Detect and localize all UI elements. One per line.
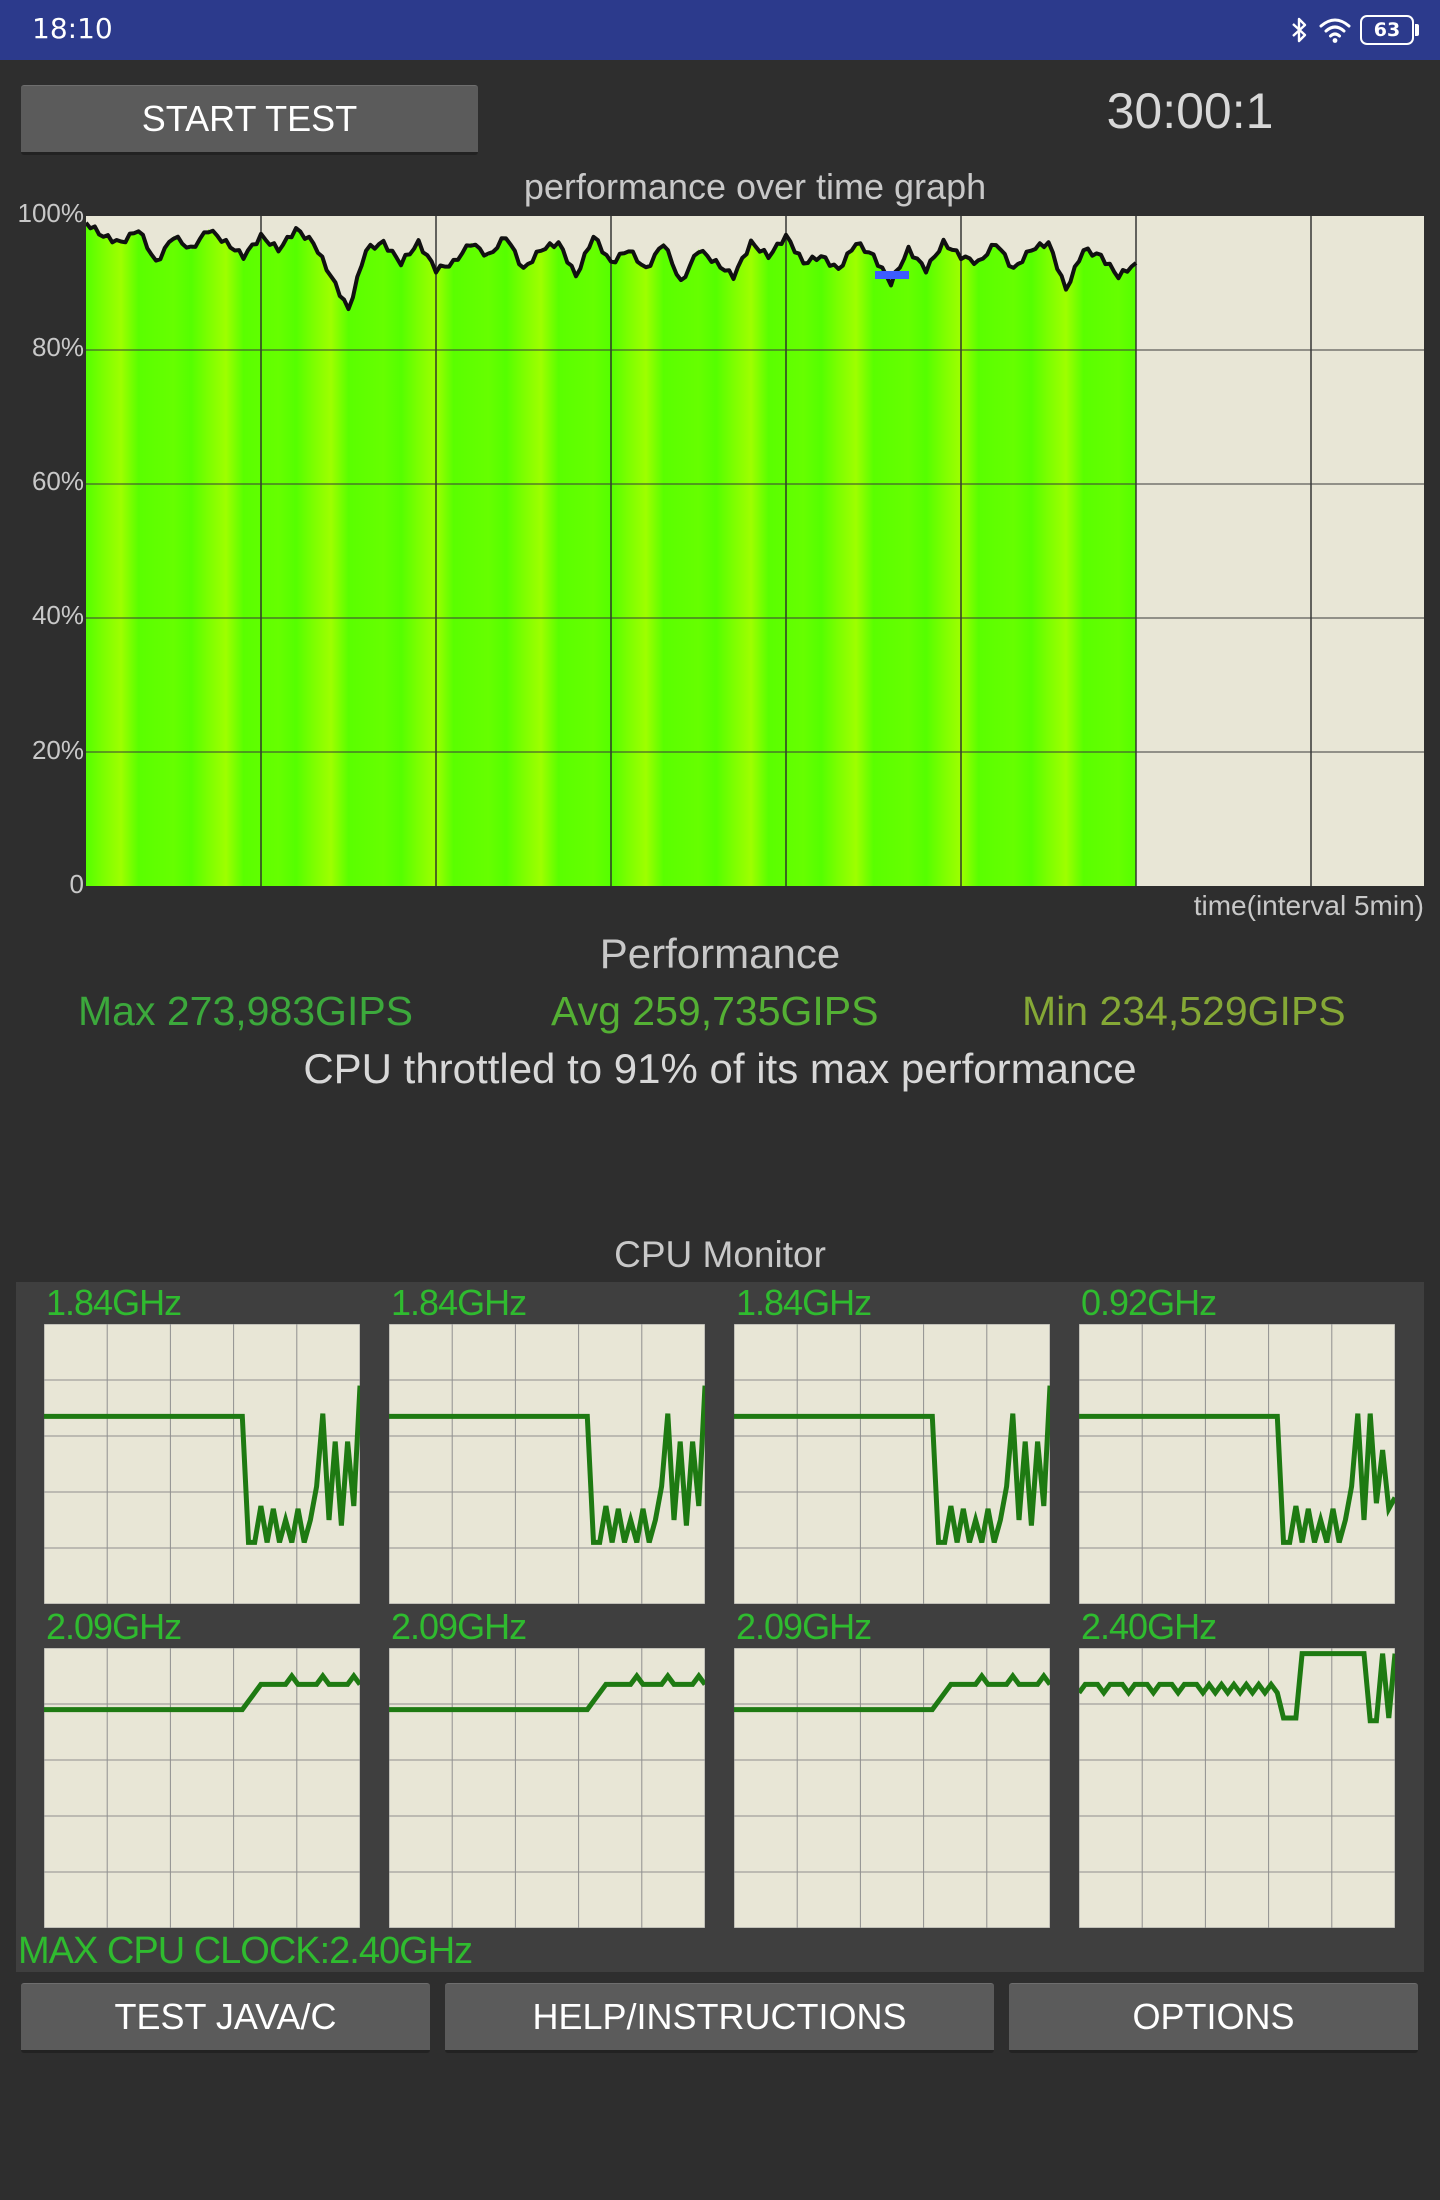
status-bar: 18:10 63 bbox=[0, 0, 1440, 60]
status-icons: 63 bbox=[1290, 12, 1419, 48]
core-graph bbox=[734, 1324, 1050, 1604]
y-tick-label: 0 bbox=[69, 869, 84, 899]
core-frequency-line bbox=[44, 1385, 360, 1545]
wifi-icon bbox=[1319, 18, 1351, 43]
core-graph-background bbox=[734, 1324, 1050, 1604]
max-cpu-clock: MAX CPU CLOCK:2.40GHz bbox=[18, 1930, 473, 1972]
core-graph-background bbox=[734, 1648, 1050, 1928]
throttle-summary: CPU throttled to 91% of its max performa… bbox=[303, 1045, 1137, 1092]
core-graph-background bbox=[389, 1324, 705, 1604]
progress-marker bbox=[875, 271, 909, 279]
core-graph bbox=[389, 1648, 705, 1928]
core-graph-background bbox=[44, 1648, 360, 1928]
core-frequency-line bbox=[389, 1671, 705, 1713]
performance-title: Performance bbox=[599, 930, 841, 977]
core-frequency: 1.84GHz bbox=[46, 1282, 182, 1323]
core-graph bbox=[389, 1324, 705, 1604]
y-tick-label: 100% bbox=[17, 198, 85, 228]
core-graph bbox=[734, 1648, 1050, 1928]
help-instructions-button[interactable]: HELP/INSTRUCTIONS bbox=[445, 1983, 994, 2053]
battery-icon: 63 bbox=[1360, 15, 1419, 45]
max-performance: Max 273,983GIPS bbox=[78, 988, 414, 1034]
core-frequency: 1.84GHz bbox=[736, 1282, 872, 1323]
core-frequency: 1.84GHz bbox=[391, 1282, 527, 1323]
core-graph-background bbox=[44, 1324, 360, 1604]
core-graph bbox=[1079, 1648, 1395, 1928]
core-frequency-line bbox=[389, 1385, 705, 1545]
core-frequency: 2.09GHz bbox=[391, 1606, 527, 1647]
core-frequency: 2.09GHz bbox=[736, 1606, 872, 1647]
core-frequency: 0.92GHz bbox=[1081, 1282, 1217, 1323]
test-timer: 30:00:1 bbox=[1106, 83, 1274, 139]
core-graph bbox=[44, 1324, 360, 1604]
test-java-c-button[interactable]: TEST JAVA/C bbox=[21, 1983, 430, 2053]
core-graph-background bbox=[1079, 1648, 1395, 1928]
core-frequency-line bbox=[734, 1671, 1050, 1713]
graph-title: performance over time graph bbox=[523, 166, 987, 207]
core-frequency: 2.40GHz bbox=[1081, 1606, 1217, 1647]
core-frequency-line bbox=[1079, 1413, 1395, 1545]
cpu-monitor-title: CPU Monitor bbox=[614, 1234, 826, 1275]
core-graph-background bbox=[1079, 1324, 1395, 1604]
bluetooth-icon bbox=[1292, 17, 1307, 43]
core-graph bbox=[44, 1648, 360, 1928]
x-axis-label: time(interval 5min) bbox=[1193, 890, 1424, 921]
core-frequency-line bbox=[734, 1385, 1050, 1545]
y-tick-label: 40% bbox=[31, 600, 84, 630]
avg-performance: Avg 259,735GIPS bbox=[551, 988, 879, 1034]
y-tick-label: 80% bbox=[31, 332, 84, 362]
performance-graph bbox=[86, 216, 1424, 886]
options-button[interactable]: OPTIONS bbox=[1009, 1983, 1418, 2053]
core-graph bbox=[1079, 1324, 1395, 1604]
core-frequency-line bbox=[1079, 1651, 1395, 1724]
status-time: 18:10 bbox=[32, 12, 113, 45]
y-tick-label: 20% bbox=[31, 735, 84, 765]
min-performance: Min 234,529GIPS bbox=[1022, 988, 1346, 1034]
start-test-button[interactable]: START TEST bbox=[21, 85, 478, 155]
core-frequency: 2.09GHz bbox=[46, 1606, 182, 1647]
performance-line bbox=[86, 221, 1138, 312]
core-frequency-line bbox=[44, 1671, 360, 1713]
y-tick-label: 60% bbox=[31, 466, 84, 496]
core-graph-background bbox=[389, 1648, 705, 1928]
